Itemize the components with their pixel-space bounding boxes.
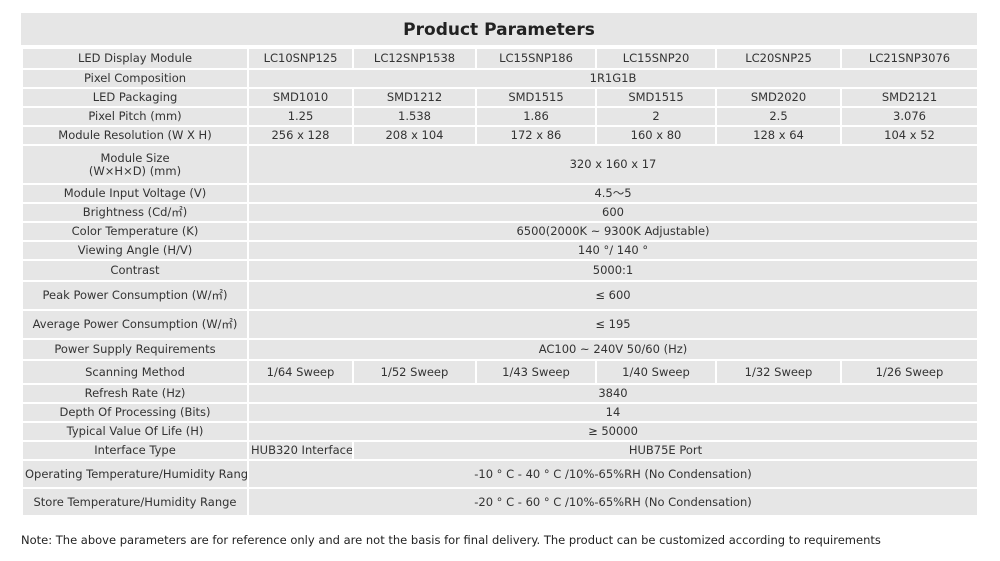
table-row-brightness: Brightness (Cd/㎡) 600 <box>21 202 979 223</box>
table-row-module: LED Display Module LC10SNP125 LC12SNP153… <box>21 47 979 70</box>
value-cell: SMD1010 <box>247 87 354 108</box>
value-cell: 3840 <box>247 383 979 404</box>
model-cell: LC15SNP186 <box>475 47 597 70</box>
value-cell: 128 x 64 <box>715 125 842 146</box>
value-cell: 14 <box>247 402 979 423</box>
value-cell: 1R1G1B <box>247 68 979 89</box>
value-cell: SMD2020 <box>715 87 842 108</box>
value-cell: 1/26 Sweep <box>840 359 979 385</box>
value-cell: 160 x 80 <box>595 125 717 146</box>
table-row-store-temperature: Store Temperature/Humidity Range -20 ° C… <box>21 487 979 517</box>
value-cell: ≥ 50000 <box>247 421 979 442</box>
table-row-module-size: Module Size (W×H×D) (mm) 320 x 160 x 17 <box>21 144 979 185</box>
value-cell: 1/64 Sweep <box>247 359 354 385</box>
value-cell: 1/40 Sweep <box>595 359 717 385</box>
table-row-pixel-composition: Pixel Composition 1R1G1B <box>21 68 979 89</box>
value-cell: AC100 ~ 240V 50/60 (Hz) <box>247 338 979 361</box>
row-label: LED Packaging <box>21 87 249 108</box>
value-cell: SMD1515 <box>595 87 717 108</box>
model-cell: LC12SNP1538 <box>352 47 477 70</box>
row-label: Scanning Method <box>21 359 249 385</box>
value-cell: 140 °/ 140 ° <box>247 240 979 261</box>
value-cell: HUB320 Interface <box>247 440 354 461</box>
value-cell: 1.86 <box>475 106 597 127</box>
row-label: Module Input Voltage (V) <box>21 183 249 204</box>
value-cell: 256 x 128 <box>247 125 354 146</box>
value-cell: -10 ° C - 40 ° C /10%-65%RH (No Condensa… <box>247 459 979 489</box>
table-row-contrast: Contrast 5000:1 <box>21 259 979 282</box>
row-label-line: Module Size <box>100 150 170 165</box>
footnote: Note: The above parameters are for refer… <box>21 533 881 547</box>
value-cell: SMD1212 <box>352 87 477 108</box>
value-cell: 208 x 104 <box>352 125 477 146</box>
value-cell: 2.5 <box>715 106 842 127</box>
value-cell: 1/52 Sweep <box>352 359 477 385</box>
table-row-led-packaging: LED Packaging SMD1010 SMD1212 SMD1515 SM… <box>21 87 979 108</box>
value-cell: 4.5～5 <box>247 183 979 204</box>
model-cell: LC10SNP125 <box>247 47 354 70</box>
table-row-color-temperature: Color Temperature (K) 6500(2000K ~ 9300K… <box>21 221 979 242</box>
table-row-input-voltage: Module Input Voltage (V) 4.5～5 <box>21 183 979 204</box>
row-label: Contrast <box>21 259 249 282</box>
value-cell: 1/32 Sweep <box>715 359 842 385</box>
table-row-refresh-rate: Refresh Rate (Hz) 3840 <box>21 383 979 404</box>
row-label: Color Temperature (K) <box>21 221 249 242</box>
value-cell: 172 x 86 <box>475 125 597 146</box>
row-label: Module Resolution (W X H) <box>21 125 249 146</box>
row-label: Average Power Consumption (W/㎡) <box>21 309 249 340</box>
row-label: Typical Value Of Life (H) <box>21 421 249 442</box>
row-label: Operating Temperature/Humidity Range <box>21 459 249 489</box>
value-cell: 1/43 Sweep <box>475 359 597 385</box>
value-cell: 3.076 <box>840 106 979 127</box>
value-cell: HUB75E Port <box>352 440 979 461</box>
row-label-line: (W×H×D) (mm) <box>88 163 182 178</box>
page-title: Product Parameters <box>21 13 977 47</box>
table-row-viewing-angle: Viewing Angle (H/V) 140 °/ 140 ° <box>21 240 979 261</box>
row-label: Store Temperature/Humidity Range <box>21 487 249 517</box>
parameters-table: LED Display Module LC10SNP125 LC12SNP153… <box>21 47 979 517</box>
row-label: Peak Power Consumption (W/㎡) <box>21 280 249 311</box>
value-cell: SMD2121 <box>840 87 979 108</box>
value-cell: 320 x 160 x 17 <box>247 144 979 185</box>
value-cell: 600 <box>247 202 979 223</box>
table-row-power-supply: Power Supply Requirements AC100 ~ 240V 5… <box>21 338 979 361</box>
row-label: Pixel Pitch (mm) <box>21 106 249 127</box>
table-row-interface: Interface Type HUB320 Interface HUB75E P… <box>21 440 979 461</box>
model-cell: LC15SNP20 <box>595 47 717 70</box>
model-cell: LC20SNP25 <box>715 47 842 70</box>
value-cell: -20 ° C - 60 ° C /10%-65%RH (No Condensa… <box>247 487 979 517</box>
value-cell: 1.25 <box>247 106 354 127</box>
row-label: Interface Type <box>21 440 249 461</box>
row-label: Refresh Rate (Hz) <box>21 383 249 404</box>
parameters-sheet: Product Parameters LED Display Module LC… <box>21 13 979 517</box>
row-label: Depth Of Processing (Bits) <box>21 402 249 423</box>
table-row-peak-power: Peak Power Consumption (W/㎡) ≤ 600 <box>21 280 979 311</box>
model-cell: LC21SNP3076 <box>840 47 979 70</box>
table-row-life: Typical Value Of Life (H) ≥ 50000 <box>21 421 979 442</box>
row-label: Viewing Angle (H/V) <box>21 240 249 261</box>
value-cell: ≤ 600 <box>247 280 979 311</box>
row-label: Module Size (W×H×D) (mm) <box>21 144 249 185</box>
value-cell: SMD1515 <box>475 87 597 108</box>
table-row-module-resolution: Module Resolution (W X H) 256 x 128 208 … <box>21 125 979 146</box>
row-label: LED Display Module <box>21 47 249 70</box>
value-cell: 6500(2000K ~ 9300K Adjustable) <box>247 221 979 242</box>
value-cell: 2 <box>595 106 717 127</box>
value-cell: 5000:1 <box>247 259 979 282</box>
row-label: Brightness (Cd/㎡) <box>21 202 249 223</box>
value-cell: 1.538 <box>352 106 477 127</box>
value-cell: 104 x 52 <box>840 125 979 146</box>
row-label: Power Supply Requirements <box>21 338 249 361</box>
table-row-pixel-pitch: Pixel Pitch (mm) 1.25 1.538 1.86 2 2.5 3… <box>21 106 979 127</box>
table-row-average-power: Average Power Consumption (W/㎡) ≤ 195 <box>21 309 979 340</box>
table-row-operating-temperature: Operating Temperature/Humidity Range -10… <box>21 459 979 489</box>
value-cell: ≤ 195 <box>247 309 979 340</box>
table-row-scanning-method: Scanning Method 1/64 Sweep 1/52 Sweep 1/… <box>21 359 979 385</box>
table-row-depth: Depth Of Processing (Bits) 14 <box>21 402 979 423</box>
row-label: Pixel Composition <box>21 68 249 89</box>
